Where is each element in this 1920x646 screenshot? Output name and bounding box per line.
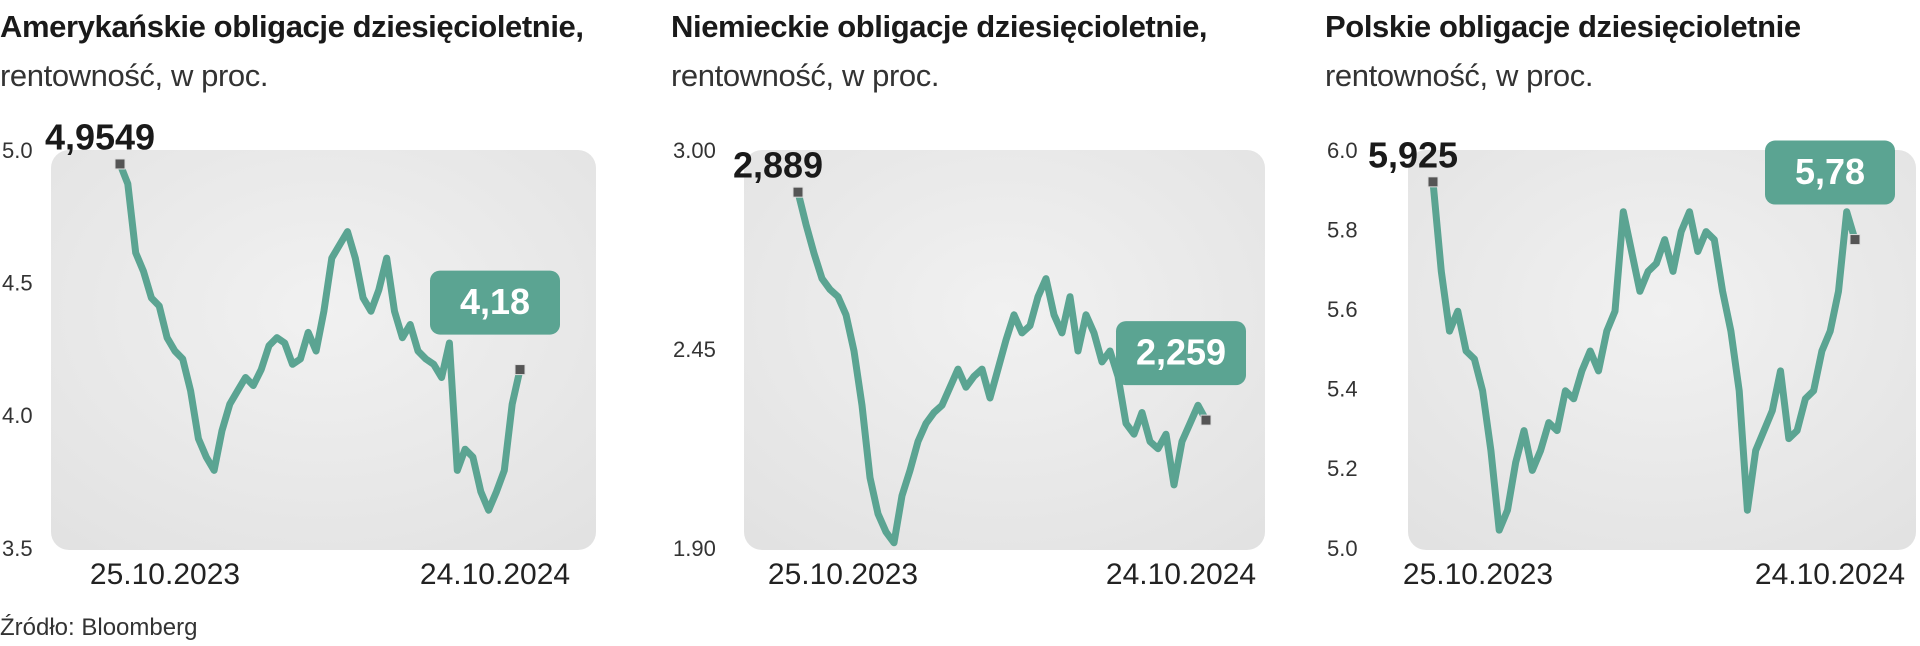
chart-panel: Polskie obligacje dziesięcioletnie rento… [1325, 0, 1920, 646]
chart-heading: Polskie obligacje dziesięcioletnie rento… [1325, 2, 1920, 100]
chart-panel: Amerykańskie obligacje dziesięcioletnie,… [0, 0, 620, 646]
chart-heading: Amerykańskie obligacje dziesięcioletnie,… [0, 2, 620, 100]
chart-subtitle: rentowność, w proc. [0, 58, 269, 93]
value-label: 5,925 [1368, 134, 1458, 175]
y-tick-label: 5.0 [1327, 536, 1358, 561]
chart-title: Niemieckie obligacje dziesięcioletnie, [671, 9, 1208, 44]
point-marker [114, 158, 126, 170]
point-marker [514, 364, 526, 376]
point-marker [1427, 176, 1439, 188]
y-tick-label: 5.4 [1327, 377, 1358, 402]
y-tick-label: 5.2 [1327, 456, 1358, 481]
x-tick-label: 25.10.2023 [768, 558, 918, 591]
x-tick-label: 24.10.2024 [1755, 558, 1905, 591]
x-tick-label: 25.10.2023 [90, 558, 240, 591]
line [116, 160, 524, 514]
chart-title: Polskie obligacje dziesięcioletnie [1325, 9, 1801, 44]
source-note: Źródło: Bloomberg [0, 614, 198, 641]
chart: 5.0 5.2 5.4 5.6 5.8 6.0 25.10.2023 24.10.2024 5,… [1327, 134, 1916, 591]
value-label-box [1116, 321, 1246, 386]
y-tick-label: 1.90 [673, 536, 716, 561]
y-tick-label: 5.0 [2, 138, 33, 163]
y-tick-label: 3.00 [673, 138, 716, 163]
y-tick-label: 4.5 [2, 270, 33, 295]
chart: 1.90 2.45 3.00 25.10.2023 24.10.2024 2,889 2,2… [673, 138, 1265, 591]
y-tick-label: 4.0 [2, 403, 33, 428]
chart: 3.5 4.0 4.5 5.0 25.10.2023 24.10.2024 4,9549 4,… [2, 116, 596, 591]
value-label-box [430, 270, 560, 335]
y-tick-label: 2.45 [673, 337, 716, 362]
chart-subtitle: rentowność, w proc. [1325, 58, 1594, 93]
value-label: 5,78 [1795, 151, 1865, 192]
value-label: 4,18 [460, 281, 530, 322]
chart-subtitle: rentowność, w proc. [671, 58, 940, 93]
x-tick-label: 24.10.2024 [1106, 558, 1256, 591]
x-tick-label: 25.10.2023 [1403, 558, 1553, 591]
x-tick-label: 24.10.2024 [420, 558, 570, 591]
y-tick-label: 3.5 [2, 536, 33, 561]
chart-heading: Niemieckie obligacje dziesięcioletnie, r… [671, 2, 1311, 100]
y-tick-label: 5.8 [1327, 217, 1358, 242]
y-tick-label: 5.6 [1327, 297, 1358, 322]
value-label: 2,259 [1136, 332, 1226, 373]
line [794, 188, 1210, 547]
chart-panel: Niemieckie obligacje dziesięcioletnie, r… [671, 0, 1311, 646]
point-marker [792, 186, 804, 198]
y-tick-label: 6.0 [1327, 138, 1358, 163]
plot-background [1408, 150, 1916, 550]
plot-background [51, 150, 596, 550]
value-label: 2,889 [733, 145, 823, 186]
point-marker [1200, 414, 1212, 426]
point-marker [1849, 234, 1861, 246]
chart-title: Amerykańskie obligacje dziesięcioletnie, [0, 9, 584, 44]
line [1429, 178, 1859, 534]
value-label-box [1765, 140, 1895, 205]
value-label: 4,9549 [45, 116, 155, 157]
